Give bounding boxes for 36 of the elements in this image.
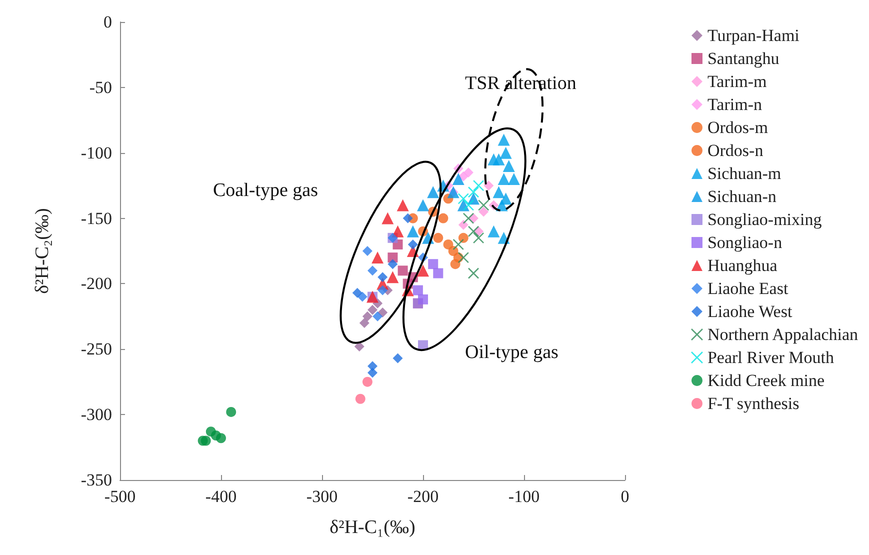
legend-label: F-T synthesis (707, 394, 800, 413)
legend-label: Kidd Creek mine (707, 371, 825, 390)
annotation: Oil-type gas (465, 342, 558, 363)
legend-label: Pearl River Mouth (707, 348, 835, 367)
legend-label: Sichuan-n (707, 187, 777, 206)
legend-label: Santanghu (707, 49, 780, 68)
y-tick-label: -200 (80, 274, 112, 294)
legend-label: Ordos-n (707, 141, 764, 160)
y-tick-label: -150 (80, 208, 112, 228)
x-tick-label: -400 (205, 487, 237, 506)
legend-label: Tarim-n (707, 95, 762, 114)
annotation: TSR alteration (465, 73, 577, 94)
legend-label: Tarim-m (707, 72, 767, 91)
legend-label: Northern Appalachian (707, 325, 859, 344)
y-tick-label: 0 (104, 12, 112, 32)
y-tick-label: -100 (80, 143, 112, 162)
y-tick-label: -250 (80, 340, 112, 359)
legend-label: Liaohe East (707, 279, 788, 298)
legend-label: Turpan-Hami (707, 26, 800, 45)
x-axis-title: δ²H-C₁(‰) (330, 517, 416, 538)
x-tick-label: -200 (407, 487, 439, 506)
x-tick-label: -500 (104, 487, 136, 506)
legend-label: Songliao-mixing (707, 210, 822, 229)
y-axis-title: δ²H-C₂(‰) (32, 208, 53, 294)
legend-label: Ordos-m (707, 118, 768, 137)
y-tick-label: -300 (80, 405, 112, 424)
y-tick-label: -350 (80, 470, 112, 490)
legend-label: Huanghua (707, 256, 778, 275)
legend-label: Songliao-n (707, 233, 783, 252)
y-tick-label: -50 (89, 78, 112, 97)
annotation: Coal-type gas (213, 180, 318, 201)
x-tick-label: -100 (508, 487, 540, 506)
legend-label: Liaohe West (707, 302, 792, 321)
x-tick-label: -300 (306, 487, 338, 506)
legend-label: Sichuan-m (707, 164, 782, 183)
x-tick-label: 0 (620, 487, 630, 506)
